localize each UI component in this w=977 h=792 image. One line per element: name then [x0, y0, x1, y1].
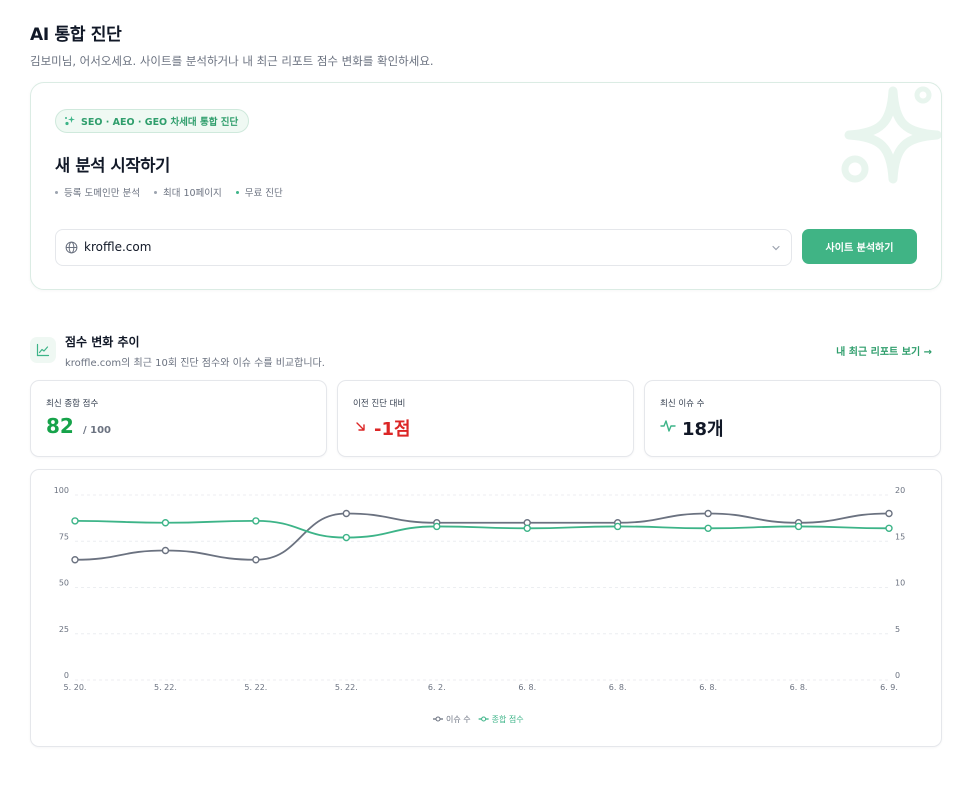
series-point	[342, 533, 351, 542]
series-point	[885, 509, 893, 518]
score-trend-chart-svg: 0 25 50 75 100 0 5 10 15 20 5. 20. 5. 22. 5. 22. 5. 2…	[54, 486, 905, 724]
x-tick-label: 6. 9.	[880, 683, 898, 692]
feature-list: 등록 도메인만 분석 최대 10페이지 무료 진단	[55, 185, 283, 199]
legend-swatch-dot	[481, 716, 487, 722]
trend-section-title: 점수 변화 추이	[65, 335, 140, 349]
feature-item: 등록 도메인만 분석	[55, 185, 140, 199]
x-tick-label: 6. 2.	[428, 683, 446, 692]
series-line	[74, 519, 890, 539]
y-left-tick-label: 75	[59, 532, 69, 541]
feature-badge: SEO · AEO · GEO 차세대 통합 진단	[55, 109, 250, 133]
latest-score-card: 최신 종합 점수 82 / 100	[30, 380, 327, 457]
series-point	[433, 522, 441, 531]
latest-score-suffix: / 100	[83, 425, 112, 436]
trend-chart-icon-box	[30, 337, 56, 363]
y-right-tick-label: 20	[895, 486, 905, 495]
new-analysis-heading: 새 분석 시작하기	[55, 156, 171, 175]
feature-item: 무료 진단	[235, 185, 283, 199]
legend-swatch-dot	[435, 716, 441, 722]
page-subtitle: 김보미님, 어서오세요. 사이트를 분석하거나 내 최근 리포트 점수 변화를 …	[30, 54, 434, 68]
series-point	[342, 509, 351, 518]
sparkles-icon	[65, 116, 75, 126]
series-point	[71, 556, 79, 564]
x-tick-label: 5. 22.	[154, 683, 177, 692]
latest-score-value: 82	[46, 414, 74, 438]
y-right-tick-label: 5	[895, 625, 900, 634]
score-change-value: -1점	[374, 419, 411, 440]
x-tick-label: 6. 8.	[609, 683, 627, 692]
y-right-tick-label: 0	[895, 671, 900, 680]
y-right-tick-label: 15	[895, 532, 905, 541]
series-point	[71, 517, 79, 525]
recent-report-link[interactable]: 내 최근 리포트 보기 →	[836, 347, 932, 358]
series-point	[161, 519, 170, 527]
series-point	[161, 546, 170, 555]
analyze-site-button[interactable]: 사이트 분석하기	[802, 229, 917, 264]
arrow-down-right-icon	[356, 422, 365, 431]
x-tick-label: 5. 22.	[335, 683, 358, 692]
x-tick-label: 5. 20.	[64, 683, 87, 692]
globe-icon	[65, 241, 78, 254]
y-left-tick-label: 100	[54, 486, 69, 495]
latest-issues-label: 최신 이슈 수	[660, 399, 705, 409]
series-point	[704, 524, 712, 532]
latest-issues-card: 최신 이슈 수 18개	[644, 380, 941, 457]
line-chart-icon	[36, 343, 50, 357]
series-point	[523, 524, 531, 532]
series-point	[252, 517, 260, 525]
sparkle-decoration-icon	[841, 86, 941, 184]
x-tick-label: 6. 8.	[790, 683, 808, 692]
activity-icon	[660, 420, 676, 432]
latest-score-label: 최신 종합 점수	[46, 399, 99, 409]
y-left-tick-label: 50	[59, 579, 69, 588]
feature-badge-text: SEO · AEO · GEO 차세대 통합 진단	[81, 117, 239, 128]
feature-item: 최대 10페이지	[153, 185, 222, 199]
legend-entry: 이슈 수	[446, 714, 471, 724]
score-trend-chart: 0 25 50 75 100 0 5 10 15 20 5. 20. 5. 22. 5. 22. 5. 2…	[30, 469, 942, 747]
y-left-tick-label: 0	[64, 671, 69, 680]
x-tick-label: 6. 8.	[699, 683, 717, 692]
series-point	[252, 556, 260, 564]
x-tick-label: 5. 22.	[244, 683, 267, 692]
series-point	[613, 522, 622, 531]
domain-select[interactable]: kroffle.com	[55, 229, 792, 266]
series-point	[885, 524, 893, 532]
x-tick-label: 6. 8.	[518, 683, 536, 692]
chevron-down-icon	[772, 245, 780, 251]
new-analysis-card: SEO · AEO · GEO 차세대 통합 진단 새 분석 시작하기 등록 도…	[30, 82, 942, 290]
y-left-tick-label: 25	[59, 625, 69, 634]
score-change-card: 이전 진단 대비 -1점	[337, 380, 634, 457]
score-change-label: 이전 진단 대비	[353, 399, 406, 409]
page-title: AI 통합 진단	[30, 25, 122, 45]
y-right-tick-label: 10	[895, 579, 905, 588]
trend-section-description: kroffle.com의 최근 10회 진단 점수와 이슈 수를 비교합니다.	[65, 358, 325, 369]
legend-entry: 종합 점수	[492, 714, 524, 724]
series-point	[794, 522, 803, 531]
domain-select-value: kroffle.com	[84, 240, 152, 254]
latest-issues-value: 18개	[682, 419, 724, 440]
series-point	[704, 509, 712, 518]
series-line	[74, 512, 890, 561]
